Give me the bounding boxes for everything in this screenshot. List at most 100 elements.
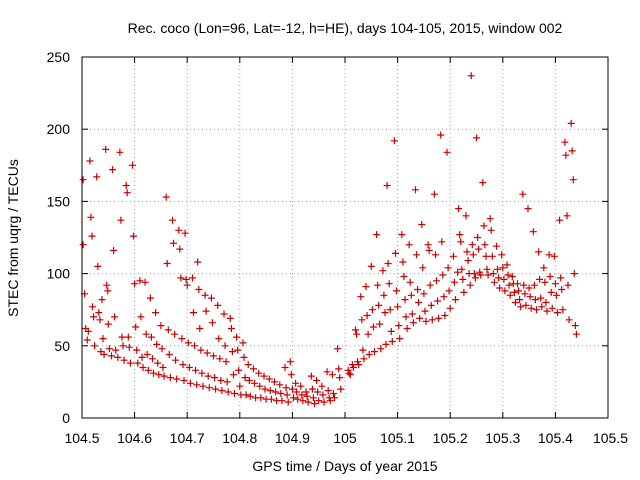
data-point	[365, 351, 373, 358]
data-point	[486, 215, 494, 223]
data-point	[480, 222, 488, 230]
data-point	[257, 394, 265, 402]
data-point	[421, 307, 429, 315]
data-point	[255, 369, 263, 377]
data-point	[504, 271, 512, 279]
data-point	[157, 322, 165, 330]
data-point	[108, 352, 115, 360]
data-point	[454, 268, 462, 276]
data-point	[125, 343, 133, 351]
data-point	[112, 346, 120, 354]
data-point	[294, 395, 302, 403]
data-point	[401, 296, 409, 304]
data-point	[272, 388, 280, 396]
data-point	[545, 251, 553, 259]
data-point	[387, 327, 395, 335]
data-point	[398, 231, 406, 239]
data-point	[318, 382, 326, 390]
data-point	[136, 277, 144, 285]
data-point	[482, 252, 490, 260]
data-point	[90, 313, 98, 321]
data-point	[530, 281, 538, 289]
data-point	[179, 361, 187, 369]
data-point	[427, 301, 435, 309]
data-point	[524, 205, 532, 213]
data-point	[519, 190, 527, 198]
data-point	[540, 264, 548, 272]
data-point	[83, 336, 91, 344]
data-point	[373, 231, 381, 239]
data-point	[181, 229, 189, 237]
data-point	[192, 366, 200, 374]
data-point	[469, 251, 477, 259]
data-point	[412, 186, 419, 194]
data-point	[490, 278, 498, 286]
data-point	[479, 179, 487, 187]
data-point	[395, 322, 403, 330]
data-point	[357, 293, 365, 301]
data-point	[346, 371, 354, 379]
data-point	[189, 274, 196, 282]
data-point	[503, 261, 511, 269]
data-point	[553, 291, 560, 299]
data-point	[406, 278, 414, 286]
data-point	[177, 274, 185, 282]
data-point	[418, 221, 426, 228]
data-point	[251, 379, 258, 387]
data-point	[462, 212, 470, 220]
data-point	[173, 375, 181, 383]
data-point	[369, 323, 377, 331]
data-point	[246, 392, 254, 400]
data-point	[100, 351, 108, 358]
data-point	[271, 378, 278, 386]
data-point	[244, 361, 252, 369]
data-point	[456, 231, 464, 239]
data-point	[150, 369, 157, 377]
data-point	[221, 342, 229, 350]
data-point	[547, 288, 555, 296]
data-point	[311, 400, 318, 408]
data-point	[345, 369, 353, 377]
data-point	[415, 299, 423, 306]
data-point	[471, 274, 479, 282]
data-point	[233, 333, 241, 341]
data-point	[557, 274, 565, 282]
data-point	[449, 252, 457, 260]
data-point	[303, 392, 311, 400]
data-point	[250, 365, 257, 373]
x-tick-label: 105.5	[593, 430, 628, 446]
data-point	[307, 372, 315, 380]
data-point	[494, 265, 501, 273]
data-point	[371, 348, 378, 356]
data-point	[124, 333, 132, 341]
x-axis-label: GPS time / Days of year 2015	[252, 458, 437, 474]
data-point	[234, 346, 242, 354]
data-point	[319, 391, 327, 399]
data-point	[131, 280, 139, 288]
data-point	[537, 294, 545, 302]
data-point	[529, 228, 537, 236]
data-point	[488, 252, 496, 260]
data-point	[114, 353, 122, 361]
data-point	[162, 193, 170, 201]
data-point	[196, 325, 204, 332]
data-point	[110, 247, 118, 254]
data-point	[235, 366, 243, 374]
data-point	[256, 382, 264, 390]
data-point	[458, 265, 466, 273]
x-tick-label: 105.3	[485, 430, 520, 446]
data-point	[457, 238, 465, 246]
data-point	[293, 388, 301, 396]
data-point	[515, 287, 523, 295]
data-point	[432, 251, 439, 259]
data-point	[556, 216, 564, 224]
data-point	[245, 377, 253, 384]
data-point	[132, 323, 140, 331]
data-point	[87, 213, 95, 221]
data-point	[297, 382, 305, 390]
data-point	[335, 365, 343, 373]
data-point	[227, 325, 235, 332]
data-point	[116, 148, 124, 156]
data-point	[309, 394, 317, 402]
data-point	[313, 377, 321, 384]
